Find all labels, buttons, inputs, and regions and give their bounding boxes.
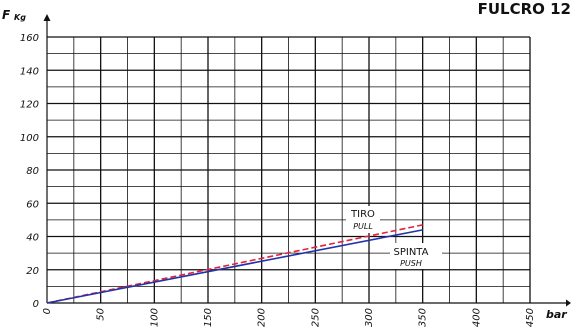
annotation-tiro-sub: PULL <box>353 222 373 231</box>
chart-title: FULCRO 12 <box>478 0 571 18</box>
annotation-tiro-name: TIRO <box>350 209 375 220</box>
x-axis-arrow <box>566 299 571 307</box>
y-axis-label: F <box>2 8 11 22</box>
y-tick-labels: 0 20 40 60 80 100 120 140 160 <box>20 33 39 310</box>
x-tick-label: 50 <box>96 308 107 321</box>
y-axis-unit: Kg <box>14 13 26 22</box>
x-tick-label: 300 <box>364 308 375 327</box>
y-tick-label: 100 <box>20 133 39 144</box>
y-tick-label: 80 <box>26 166 39 177</box>
x-tick-label: 400 <box>471 308 482 327</box>
series-line-tiro <box>46 224 423 304</box>
annotation-spinta-sub: PUSH <box>400 259 422 268</box>
x-tick-label: 450 <box>525 308 536 327</box>
annotation-spinta: SPINTA PUSH <box>390 243 442 269</box>
y-axis-arrow <box>43 14 51 21</box>
y-tick-label: 160 <box>20 33 39 44</box>
series-layer <box>46 224 423 304</box>
x-axis-label: bar <box>546 308 567 321</box>
x-tick-label: 150 <box>203 308 214 327</box>
annotation-spinta-name: SPINTA <box>394 247 429 258</box>
x-tick-labels: 0 50 100 150 200 250 300 350 400 450 <box>42 308 536 327</box>
x-tick-label: 100 <box>149 308 160 327</box>
x-tick-label: 350 <box>418 308 429 327</box>
y-axis-title: F Kg <box>2 8 26 22</box>
y-tick-label: 120 <box>20 100 39 111</box>
y-tick-label: 0 <box>33 299 39 310</box>
y-tick-label: 40 <box>26 233 39 244</box>
x-tick-label: 200 <box>257 308 268 327</box>
y-tick-label: 20 <box>26 266 39 277</box>
annotation-spinta-bg <box>390 243 442 269</box>
x-tick-label: 250 <box>310 308 321 327</box>
axes <box>43 14 571 307</box>
y-tick-label: 140 <box>20 66 39 77</box>
x-tick-label: 0 <box>42 308 53 314</box>
annotation-tiro-bg <box>346 206 380 233</box>
series-line-spinta <box>46 229 423 304</box>
y-tick-label: 60 <box>26 199 39 210</box>
annotation-tiro: TIRO PULL <box>346 206 380 233</box>
